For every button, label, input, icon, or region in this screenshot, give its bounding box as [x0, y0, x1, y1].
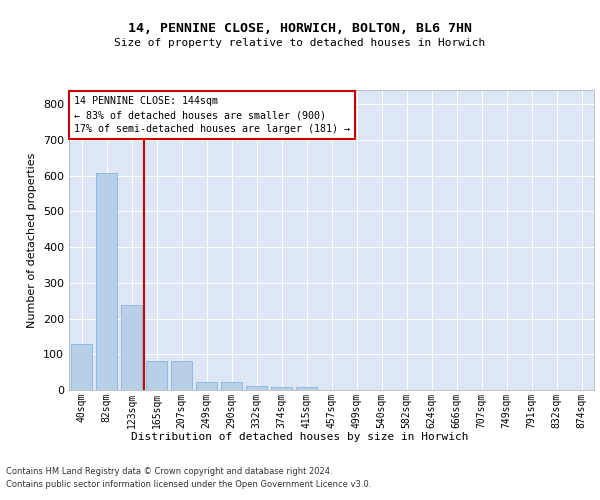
- Bar: [196, 382, 217, 390]
- Bar: [171, 362, 192, 390]
- Bar: [121, 305, 142, 390]
- Bar: [271, 387, 292, 390]
- Bar: [146, 362, 167, 390]
- Bar: [71, 344, 92, 390]
- Text: Size of property relative to detached houses in Horwich: Size of property relative to detached ho…: [115, 38, 485, 48]
- Text: Contains HM Land Registry data © Crown copyright and database right 2024.: Contains HM Land Registry data © Crown c…: [6, 468, 332, 476]
- Text: 14, PENNINE CLOSE, HORWICH, BOLTON, BL6 7HN: 14, PENNINE CLOSE, HORWICH, BOLTON, BL6 …: [128, 22, 472, 36]
- Y-axis label: Number of detached properties: Number of detached properties: [28, 152, 37, 328]
- Text: Distribution of detached houses by size in Horwich: Distribution of detached houses by size …: [131, 432, 469, 442]
- Text: 14 PENNINE CLOSE: 144sqm
← 83% of detached houses are smaller (900)
17% of semi-: 14 PENNINE CLOSE: 144sqm ← 83% of detach…: [74, 96, 350, 134]
- Bar: [221, 382, 242, 390]
- Bar: [296, 387, 317, 390]
- Bar: [96, 173, 117, 390]
- Text: Contains public sector information licensed under the Open Government Licence v3: Contains public sector information licen…: [6, 480, 371, 489]
- Bar: [246, 386, 267, 390]
